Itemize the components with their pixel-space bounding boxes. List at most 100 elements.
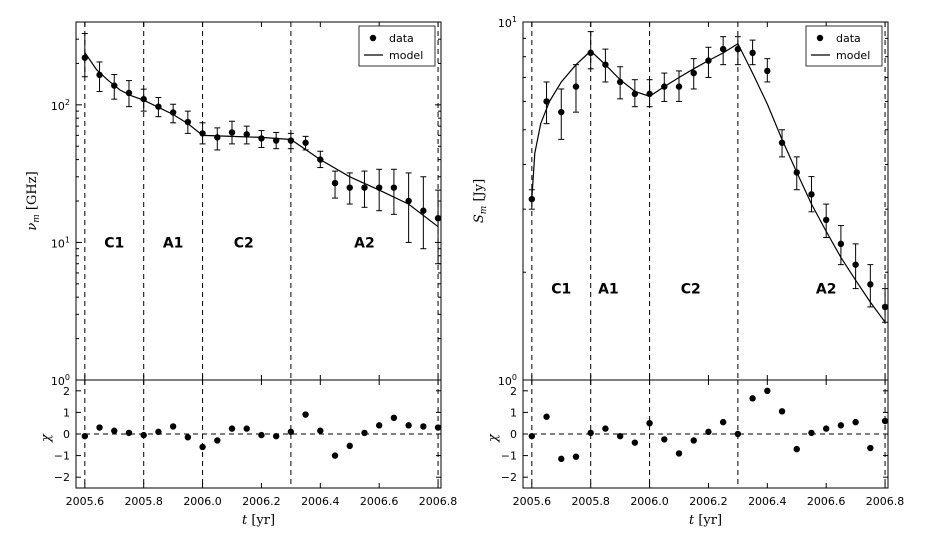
residual-point [81, 432, 89, 440]
residual-point [214, 437, 221, 444]
phase-label-a1: A1 [598, 282, 619, 298]
y-tick-label: 2 [63, 385, 70, 398]
residual-point [111, 427, 118, 434]
data-point [81, 54, 89, 61]
y-axis-label: νm [GHz] [25, 171, 42, 230]
residual-point [749, 395, 756, 402]
x-tick-label: 2006.4 [748, 495, 787, 508]
data-point [434, 214, 442, 222]
y-tick-label: 102 [51, 98, 70, 113]
data-point [258, 135, 265, 142]
residual-point [228, 425, 236, 432]
y-axis-label: χ [486, 433, 501, 443]
phase-label-c2: C2 [681, 282, 701, 298]
y-tick-label: −2 [54, 471, 70, 484]
legend: data model [358, 25, 436, 67]
legend-model-label: model [389, 49, 423, 62]
data-point [822, 216, 830, 224]
model-line [84, 52, 439, 228]
x-tick-label: 2006.2 [689, 495, 728, 508]
model-line [531, 42, 886, 323]
residual-point [837, 422, 845, 429]
residual-point [675, 450, 683, 457]
data-point [837, 240, 845, 248]
x-tick-label: 2006.2 [242, 495, 281, 508]
y-axis-label: χ [39, 433, 54, 443]
residual-point [317, 427, 324, 434]
data-point [420, 207, 427, 214]
residual-point [572, 453, 580, 460]
residual-point [243, 425, 250, 432]
x-tick-label: 2005.8 [124, 495, 163, 508]
y-tick-label: 101 [498, 15, 517, 30]
y-tick-label: 0 [63, 428, 70, 441]
data-point [749, 49, 756, 57]
residual-point [528, 432, 536, 440]
residual-point [719, 418, 727, 426]
data-point [243, 131, 250, 138]
data-point [808, 191, 815, 198]
residual-point [764, 387, 771, 394]
y-tick-label: 1 [63, 406, 70, 419]
legend-box [358, 25, 436, 67]
data-point [587, 49, 594, 57]
data-point [675, 83, 683, 90]
data-point [361, 184, 368, 191]
x-tick-label: 2006.6 [360, 495, 399, 508]
residual-point [272, 432, 280, 440]
y-tick-label: −2 [501, 471, 517, 484]
x-tick-label: 2005.6 [513, 495, 552, 508]
residual-point [616, 432, 624, 440]
residual-point [558, 455, 565, 463]
x-tick-label: 2005.8 [571, 495, 610, 508]
legend-data-label: data [389, 32, 414, 45]
residual-point [287, 428, 295, 436]
residual-point [96, 424, 103, 431]
residual-point [140, 431, 147, 439]
residual-point [631, 439, 639, 446]
data-point [184, 118, 192, 126]
residual-point [375, 422, 383, 429]
panel-right-top: 100 101 Sm [Jy] C1 A1 C2 A2 data model [472, 15, 889, 388]
axes-frame [522, 21, 889, 381]
residual-point [734, 430, 742, 438]
x-axis-label: t [yr] [242, 513, 275, 528]
residual-point [420, 423, 427, 430]
x-tick-label: 2005.6 [66, 495, 105, 508]
data-point [405, 197, 412, 205]
legend-data-label: data [836, 32, 861, 45]
y-tick-label: −1 [54, 450, 70, 463]
phase-label-c1: C1 [551, 282, 571, 298]
y-tick-label: 1 [510, 406, 517, 419]
panel-left-bottom: 2005.6 2005.8 2006.0 2006.2 2006.4 2006.6 2006… [39, 379, 458, 528]
residual-point [155, 428, 162, 436]
data-point [331, 179, 339, 187]
residual-point [690, 437, 697, 444]
data-point [558, 108, 565, 116]
data-point [125, 89, 133, 97]
residual-point [125, 429, 133, 437]
residual-point [361, 429, 368, 437]
residual-point [852, 418, 859, 426]
x-axis-label: t [yr] [689, 513, 722, 528]
legend: data model [805, 25, 883, 67]
data-point [852, 261, 859, 268]
residual-point [543, 413, 550, 420]
x-tick-label: 2006.8 [866, 495, 905, 508]
x-tick-label: 2006.8 [419, 495, 458, 508]
residual-point [258, 431, 265, 439]
data-point [690, 69, 697, 77]
residual-point [602, 425, 609, 432]
residual-point [867, 444, 874, 452]
data-point [346, 184, 353, 191]
residual-point [199, 443, 206, 451]
data-point [719, 45, 727, 53]
x-tick-label: 2006.0 [183, 495, 222, 508]
data-point [572, 83, 580, 90]
y-tick-label: 100 [51, 373, 70, 388]
phase-label-a2: A2 [816, 282, 837, 298]
x-tick-label: 2006.6 [807, 495, 846, 508]
residual-point [808, 429, 815, 437]
data-point [302, 139, 309, 146]
